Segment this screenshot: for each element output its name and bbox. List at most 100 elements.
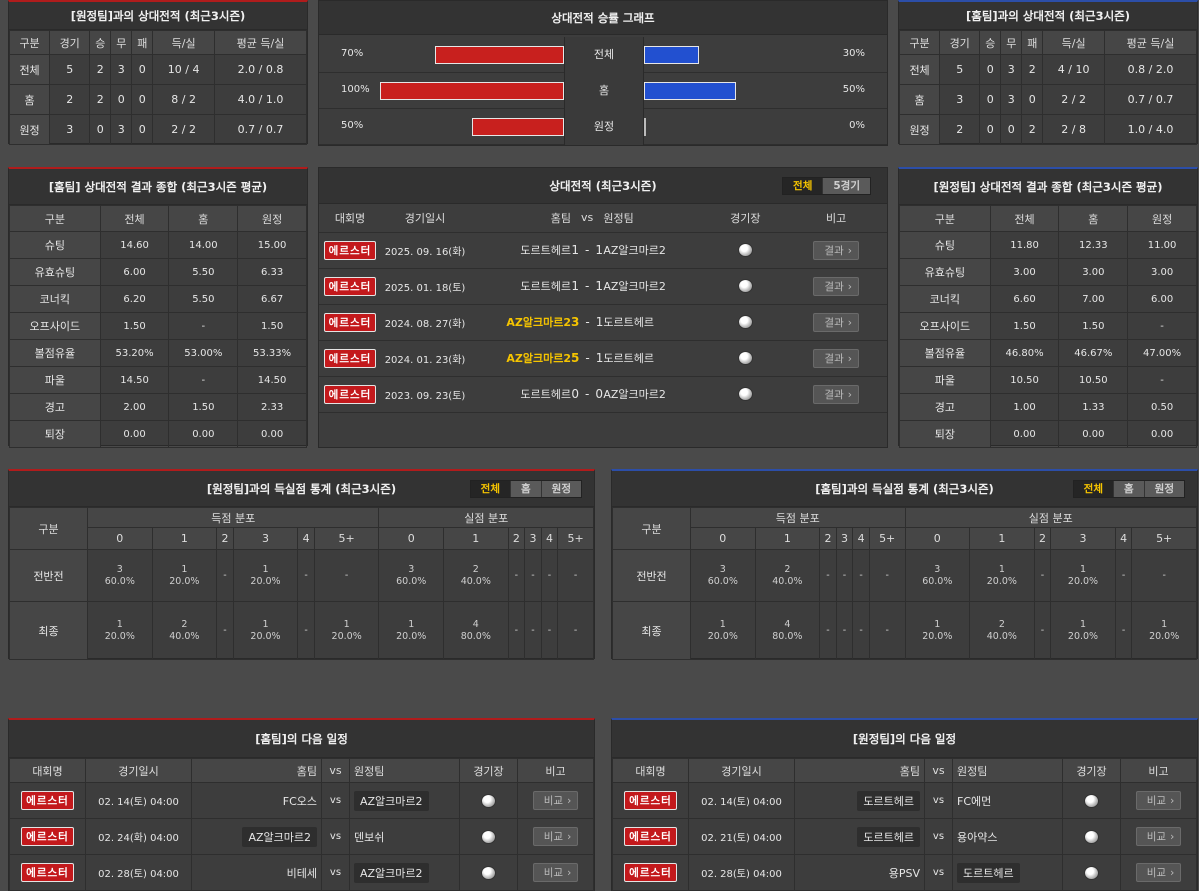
away-summary-panel: [원정팀] 상대전적 결과 종합 (최근3시즌 평균) 구분 전체 홈 원정 슈팅 11.… xyxy=(898,167,1198,448)
table-cell: 파울 xyxy=(899,366,991,394)
goals-percent: 20.0% xyxy=(104,630,135,642)
away-team: AZ알크마르2 xyxy=(603,231,706,269)
column-header: 승 xyxy=(89,30,112,55)
goals-cell: - xyxy=(1114,601,1133,660)
league-cell: 에르스터 xyxy=(9,818,86,855)
toggle-all[interactable]: 전체 xyxy=(783,178,824,194)
stadium-icon[interactable] xyxy=(737,315,753,329)
goals-percent: 40.0% xyxy=(169,630,200,642)
goals-count: 3 xyxy=(408,563,415,575)
stadium-icon[interactable] xyxy=(737,243,753,257)
schedule-row: 에르스터 02. 21(토) 04:00 도르트헤르 vs 용아약스 비교 › xyxy=(612,818,1197,855)
stadium-icon[interactable] xyxy=(481,865,496,880)
toggle-home[interactable]: 5경기 xyxy=(823,178,870,194)
goals-cell: - xyxy=(297,601,315,660)
header-row: 구분 전체 홈 원정 xyxy=(899,205,1197,232)
league-cell: 에르스터 xyxy=(612,818,689,855)
goals-percent: 20.0% xyxy=(707,630,738,642)
goals-count: 2 xyxy=(998,618,1005,630)
stadium-icon[interactable] xyxy=(1084,793,1099,808)
header-row: 구분 득점 분포 실점 분포 xyxy=(9,507,594,550)
goals-count: - xyxy=(842,624,847,636)
stadium-icon[interactable] xyxy=(481,829,496,844)
table-row: 오프사이드 1.50 1.50- xyxy=(899,312,1197,340)
toggle-away[interactable]: 원정 xyxy=(541,481,581,497)
column-header: 홈 xyxy=(1058,205,1129,232)
goals-cell: - xyxy=(216,601,234,660)
compare-button[interactable]: 비교 › xyxy=(532,863,579,882)
bucket-header: 0 xyxy=(378,527,445,550)
column-header-home: 홈팀 xyxy=(191,758,322,783)
table-cell: 볼점유율 xyxy=(899,339,991,367)
panel-title: [홈팀]과의 득실점 통계 (최근3시즌) 전체 홈 원정 xyxy=(612,471,1197,507)
table-row: 파울 14.50-14.50 xyxy=(9,366,307,394)
conceded-header: 실점 분포 xyxy=(378,507,594,528)
toggle-all[interactable]: 전체 xyxy=(1073,481,1114,497)
away-rate-bar xyxy=(644,118,646,136)
goals-count: 1 xyxy=(262,563,269,575)
result-button[interactable]: 결과 › xyxy=(813,348,859,368)
table-cell: 10 / 4 xyxy=(152,54,215,85)
score-dash: - xyxy=(585,243,590,257)
table-cell: 2 / 2 xyxy=(1042,84,1105,115)
away-team: 덴보쉬 xyxy=(349,818,460,855)
table-cell: 2 xyxy=(49,84,91,115)
score-dash: - xyxy=(585,351,590,365)
table-row: 퇴장 0.00 0.00 0.00 xyxy=(9,420,307,448)
table-cell: 0 xyxy=(131,84,154,115)
goals-percent: 60.0% xyxy=(707,575,738,587)
column-header: 전체 xyxy=(99,205,170,232)
goals-count: - xyxy=(573,569,578,581)
result-button[interactable]: 결과 › xyxy=(813,312,859,332)
compare-button[interactable]: 비교 › xyxy=(1135,791,1182,810)
row-label: 전반전 xyxy=(612,549,691,602)
column-header: 원정 xyxy=(237,205,307,232)
stadium-icon[interactable] xyxy=(481,793,496,808)
toggle-home[interactable]: 홈 xyxy=(1114,481,1145,497)
toggle-all[interactable]: 전체 xyxy=(470,481,511,497)
table-cell: 6.20 xyxy=(99,285,170,313)
compare-button[interactable]: 비교 › xyxy=(1135,827,1182,846)
table-cell: 2 xyxy=(89,84,112,115)
stadium-icon[interactable] xyxy=(1084,829,1099,844)
stadium-icon[interactable] xyxy=(737,279,753,293)
compare-label: 비교 xyxy=(1146,795,1167,807)
result-button[interactable]: 결과 › xyxy=(813,384,859,404)
toggle-home[interactable]: 홈 xyxy=(511,481,542,497)
column-header: 평균 득/실 xyxy=(1104,30,1197,55)
stadium-icon[interactable] xyxy=(737,351,753,365)
goals-cell: 1 20.0% xyxy=(904,601,971,660)
league-cell: 에르스터 xyxy=(319,231,381,269)
goals-count: 1 xyxy=(1079,618,1087,630)
goals-cell: 1 20.0% xyxy=(313,601,380,660)
vs-cell: vs xyxy=(321,782,350,819)
graph-category: 전체 xyxy=(564,37,644,73)
table-cell: 경고 xyxy=(9,393,101,421)
panel-title: [원정팀]의 다음 일정 xyxy=(612,720,1197,758)
stadium-icon[interactable] xyxy=(1084,865,1099,880)
compare-button[interactable]: 비교 › xyxy=(532,827,579,846)
league-cell: 에르스터 xyxy=(319,339,381,377)
compare-button[interactable]: 비교 › xyxy=(1135,863,1182,882)
table-row: 원정 2 0 0 2 2 / 8 1.0 / 4.0 xyxy=(898,114,1197,145)
match-row: 에르스터 2025. 09. 16(화) 도르트헤르 1-1 AZ알크마르2 결과 › xyxy=(319,231,887,269)
stadium-icon[interactable] xyxy=(737,387,753,401)
goals-count: - xyxy=(1040,624,1045,636)
goals-table: 구분 득점 분포 실점 분포 0 1 2 3 4 5+ 0 1 2 3 4 5+ 전반전 3 60.0% 2 40.0… xyxy=(612,507,1197,660)
result-button[interactable]: 결과 › xyxy=(813,240,859,260)
panel-title: [원정팀]과의 상대전적 (최근3시즌) xyxy=(9,2,307,30)
column-header-stadium: 경기장 xyxy=(459,758,518,783)
table-cell: 오프사이드 xyxy=(9,312,101,340)
goals-percent: 20.0% xyxy=(250,630,281,642)
bucket-header: 3 xyxy=(232,527,299,550)
table-cell: 6.00 xyxy=(99,258,170,286)
date-cell: 2025. 01. 18(토) xyxy=(381,267,469,305)
toggle-away[interactable]: 원정 xyxy=(1144,481,1184,497)
goals-count: 1 xyxy=(262,618,269,630)
goals-left-panel: [원정팀]과의 득실점 통계 (최근3시즌) 전체 홈 원정 구분 득점 분포 실점 분… xyxy=(8,469,595,660)
result-button[interactable]: 결과 › xyxy=(813,276,859,296)
h2h-table: 구분 경기 승 무 패 득/실 평균 득/실 전체 5 2 3 0 10 / 4 2.0 / 0.8 홈 2 2… xyxy=(8,30,307,145)
compare-button[interactable]: 비교 › xyxy=(532,791,579,810)
chevron-right-icon: › xyxy=(847,316,852,329)
home-team: 도르트헤르 xyxy=(469,375,571,413)
